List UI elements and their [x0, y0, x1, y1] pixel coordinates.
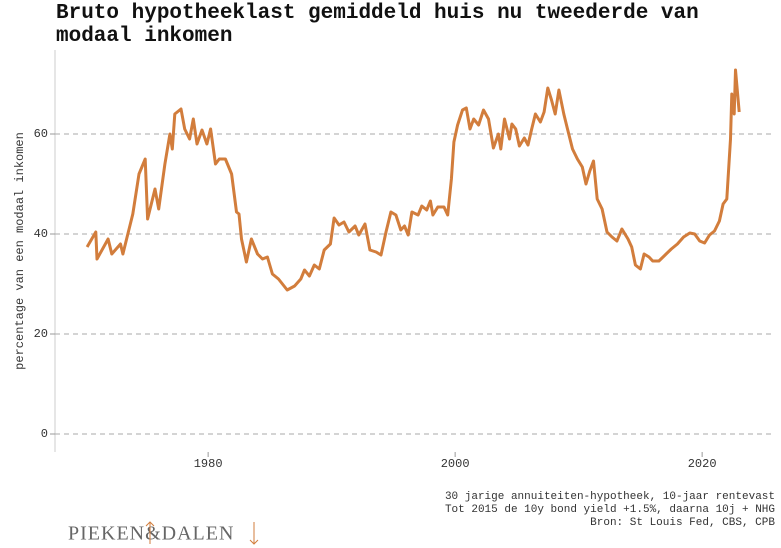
chart-title: Bruto hypotheeklast gemiddeld huis nu tw… [56, 2, 699, 48]
note: 30 jarige annuiteiten-hypotheek, 10-jaar… [445, 491, 775, 503]
x-tick-label: 2000 [441, 457, 470, 471]
y-axis-label: percentage van een modaal inkomen [13, 132, 27, 370]
y-tick-label: 60 [34, 127, 48, 141]
note: Tot 2015 de 10y bond yield +1.5%, daarna… [445, 504, 775, 516]
y-tick-label: 0 [41, 427, 48, 441]
logo-arrows [145, 521, 259, 545]
line [85, 68, 741, 292]
y-tick-label: 40 [34, 227, 48, 241]
logo: PIEKEN&DALEN [68, 523, 234, 545]
x-tick-label: 2020 [688, 457, 717, 471]
x-tick-label: 1980 [194, 457, 223, 471]
y-tick-label: 20 [34, 327, 48, 341]
note: Bron: St Louis Fed, CBS, CPB [590, 517, 775, 529]
